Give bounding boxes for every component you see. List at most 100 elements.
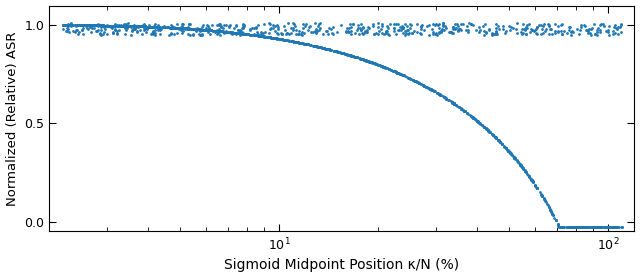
Point [483, 128, 493, 133]
Point [112, 31, 122, 36]
Point [304, 25, 314, 29]
Point [424, 33, 435, 37]
Point [127, 24, 137, 28]
Point [150, 25, 160, 29]
Point [603, 30, 613, 35]
Point [481, 31, 492, 35]
Point [568, 225, 579, 230]
Point [383, 26, 393, 31]
Point [467, 115, 477, 120]
Point [182, 26, 193, 31]
Point [61, 29, 72, 33]
Point [266, 35, 276, 40]
Point [506, 151, 516, 156]
Point [86, 23, 97, 28]
Point [140, 24, 150, 29]
Point [363, 59, 373, 63]
Point [122, 26, 132, 30]
Point [350, 55, 360, 59]
Point [166, 23, 176, 27]
Point [193, 27, 204, 31]
Point [81, 23, 91, 28]
Point [580, 225, 590, 230]
Point [145, 24, 155, 29]
Point [582, 225, 593, 230]
Point [299, 41, 309, 46]
Point [582, 225, 592, 230]
Point [63, 23, 74, 28]
Point [198, 28, 209, 32]
Point [152, 25, 163, 29]
Point [446, 30, 456, 34]
Point [410, 78, 420, 83]
Point [573, 225, 584, 230]
Point [451, 26, 461, 30]
Point [170, 26, 180, 30]
Point [235, 29, 245, 33]
Point [92, 23, 102, 28]
Point [147, 31, 157, 35]
Point [83, 23, 93, 28]
Point [214, 23, 225, 27]
Point [454, 27, 464, 31]
Point [191, 27, 202, 31]
Point [109, 23, 119, 28]
Point [592, 225, 602, 230]
Point [509, 155, 520, 160]
Point [491, 29, 501, 34]
Point [95, 23, 105, 28]
Point [534, 190, 545, 194]
Point [531, 24, 541, 29]
Point [493, 138, 504, 143]
Point [138, 24, 148, 29]
Point [312, 44, 323, 49]
Point [531, 28, 541, 33]
Point [275, 37, 285, 41]
Point [115, 24, 125, 28]
Point [491, 135, 501, 140]
Point [170, 26, 180, 30]
Point [395, 24, 405, 29]
Point [566, 225, 577, 230]
Point [102, 22, 113, 27]
Point [99, 23, 109, 28]
Point [473, 120, 483, 124]
Point [444, 30, 454, 34]
Point [263, 35, 273, 39]
Point [495, 140, 506, 145]
Point [520, 25, 531, 29]
Point [348, 22, 358, 26]
Point [388, 68, 398, 73]
Point [341, 52, 351, 56]
Point [361, 30, 371, 34]
Point [487, 33, 497, 37]
Point [137, 24, 147, 29]
Point [554, 225, 564, 229]
Point [374, 29, 384, 33]
Point [321, 46, 332, 51]
Point [106, 25, 116, 29]
Point [602, 225, 612, 230]
Point [522, 172, 532, 176]
Point [268, 23, 278, 28]
Point [292, 40, 302, 44]
Point [490, 32, 500, 36]
Point [505, 27, 515, 32]
Point [459, 108, 469, 113]
Point [531, 185, 541, 189]
Point [262, 35, 273, 39]
Point [297, 33, 307, 37]
Point [260, 34, 270, 39]
Point [433, 91, 443, 95]
Point [292, 40, 303, 44]
Point [239, 32, 249, 36]
Point [171, 26, 181, 30]
Point [378, 64, 388, 69]
Point [539, 196, 549, 201]
Point [280, 38, 291, 42]
Point [512, 31, 522, 35]
Point [88, 23, 99, 28]
Point [550, 31, 561, 36]
Point [438, 95, 449, 99]
Point [67, 29, 77, 33]
